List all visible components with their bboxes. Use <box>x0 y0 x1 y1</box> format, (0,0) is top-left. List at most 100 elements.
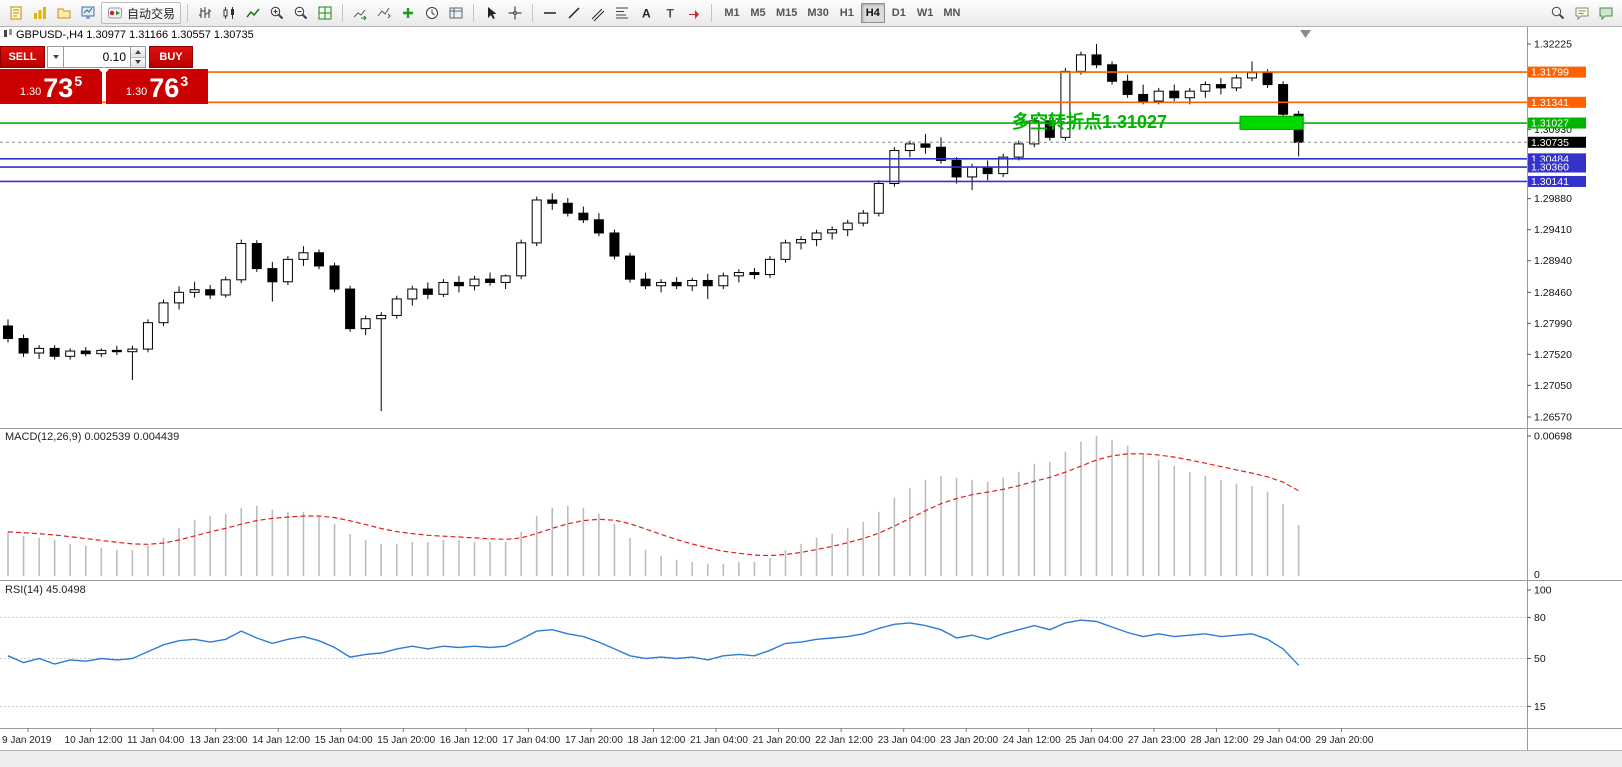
profiles-button[interactable] <box>53 2 75 24</box>
candle <box>314 249 324 270</box>
candle <box>407 285 418 306</box>
timeframe-button-h4[interactable]: H4 <box>860 3 885 23</box>
search-button[interactable] <box>1547 2 1569 24</box>
lot-decrease-button[interactable] <box>131 57 145 67</box>
timeframe-button-d1[interactable]: D1 <box>887 3 911 23</box>
crosshair-button[interactable] <box>504 2 526 24</box>
price-axis-tick: 1.29880 <box>1534 193 1572 205</box>
time-axis-label: 21 Jan 20:00 <box>753 735 811 746</box>
candle <box>687 277 698 292</box>
price-level-badge: 1.31027 <box>1528 117 1586 130</box>
text-button[interactable]: A <box>635 2 657 24</box>
line-chart-icon <box>246 8 260 18</box>
text-label-icon: T <box>667 7 675 21</box>
timeframe-button-m30[interactable]: M30 <box>803 3 832 23</box>
tile-windows-button[interactable] <box>314 2 336 24</box>
buy-button[interactable]: BUY <box>149 46 193 68</box>
candle <box>733 269 744 283</box>
ohlc-bars-button[interactable] <box>194 2 216 24</box>
candle <box>827 226 838 240</box>
arrows-button[interactable] <box>683 2 705 24</box>
market-watch-button[interactable] <box>77 2 99 24</box>
lot-dropdown-button[interactable] <box>47 46 64 68</box>
price-axis-tick: 1.29410 <box>1534 224 1572 236</box>
candle <box>531 196 542 247</box>
text-icon: A <box>642 7 651 21</box>
buy-price-pip: 3 <box>180 73 189 89</box>
candlestick-chart-button[interactable] <box>218 2 240 24</box>
toolbar-right-group <box>1546 2 1618 24</box>
candle <box>485 272 496 286</box>
svg-text:1.31799: 1.31799 <box>1531 67 1569 79</box>
candle <box>1169 84 1180 102</box>
candle <box>18 334 29 357</box>
time-axis-label: 18 Jan 12:00 <box>628 735 686 746</box>
templates-button[interactable] <box>445 2 467 24</box>
price-axis-tick: 1.27990 <box>1534 318 1572 330</box>
new-order-icon <box>10 6 22 20</box>
charts-button[interactable] <box>29 2 51 24</box>
community-button[interactable] <box>1571 2 1593 24</box>
equidistant-channel-icon <box>591 8 605 21</box>
candle <box>609 229 620 260</box>
candle <box>80 347 91 357</box>
candle <box>1075 51 1086 75</box>
fibonacci-button[interactable] <box>611 2 633 24</box>
candle <box>1122 74 1133 98</box>
candle <box>3 319 13 343</box>
indicators-button[interactable] <box>397 2 419 24</box>
price-level-badge: 1.30360 <box>1528 161 1586 174</box>
lot-increase-button[interactable] <box>131 47 145 58</box>
time-axis[interactable]: 9 Jan 2019 10 Jan 12:00 11 Jan 04:00 13 Jan… <box>2 728 1374 746</box>
timeframe-group: M1 M5 M15 M30 H1 H4 D1 W1 MN <box>719 3 965 23</box>
trade-panel-prices: 1.30 73 5 1.30 76 3 <box>0 69 208 104</box>
candle <box>96 348 107 357</box>
horizontal-line-button[interactable] <box>539 2 561 24</box>
chart-title: GBPUSD-,H4 1.30977 1.31166 1.30557 1.307… <box>16 29 254 41</box>
new-order-button[interactable] <box>5 2 27 24</box>
scroll-to-end-icon[interactable] <box>1300 30 1311 38</box>
cursor-button[interactable] <box>480 2 502 24</box>
text-label-button[interactable]: T <box>659 2 681 24</box>
candle <box>516 239 527 280</box>
periods-button[interactable] <box>421 2 443 24</box>
sell-price-display[interactable]: 1.30 73 5 <box>0 69 102 104</box>
svg-text:1.30735: 1.30735 <box>1531 137 1569 149</box>
channel-button[interactable] <box>587 2 609 24</box>
rsi-axis-tick: 50 <box>1534 653 1546 665</box>
timeframe-button-h1[interactable]: H1 <box>835 3 859 23</box>
highlight-zone[interactable] <box>1239 115 1304 130</box>
trendline-button[interactable] <box>563 2 585 24</box>
toolbar-separator <box>187 4 189 22</box>
timeframe-button-m1[interactable]: M1 <box>720 3 744 23</box>
lot-size-input[interactable] <box>64 46 131 68</box>
chart-canvas[interactable]: 多空转折点1.31027 GBPUSD-,H4 1.30977 1.31166 1… <box>0 27 1622 767</box>
auto-trading-button[interactable]: 自动交易 <box>101 2 182 24</box>
price-axis-tick: 1.27050 <box>1534 380 1572 392</box>
timeframe-button-mn[interactable]: MN <box>939 3 964 23</box>
toolbar-separator <box>342 4 344 22</box>
candle <box>500 274 511 290</box>
line-chart-button[interactable] <box>242 2 264 24</box>
zoom-in-icon <box>270 6 284 20</box>
zoom-in-button[interactable] <box>266 2 288 24</box>
time-axis-label: 15 Jan 04:00 <box>315 735 373 746</box>
timeframe-button-m5[interactable]: M5 <box>746 3 770 23</box>
timeframe-button-w1[interactable]: W1 <box>913 3 938 23</box>
candle <box>796 236 807 250</box>
toolbar: 自动交易 A T M1 M5 M15 M30 H1 H4 D1 W1 MN <box>0 0 1622 27</box>
macd-label: MACD(12,26,9) 0.002539 0.004439 <box>5 431 179 443</box>
buy-price-display[interactable]: 1.30 76 3 <box>106 69 208 104</box>
macd-histogram <box>7 435 1300 576</box>
chat-button[interactable] <box>1595 2 1617 24</box>
chart-annotation-text[interactable]: 多空转折点1.31027 <box>1012 111 1167 132</box>
market-watch-icon <box>81 6 95 19</box>
chart-shift-button[interactable] <box>373 2 395 24</box>
timeframe-button-m15[interactable]: M15 <box>772 3 801 23</box>
auto-scroll-button[interactable] <box>349 2 371 24</box>
cursor-icon <box>488 7 497 19</box>
status-strip <box>0 750 1622 767</box>
sell-button[interactable]: SELL <box>0 46 45 68</box>
zoom-out-button[interactable] <box>290 2 312 24</box>
candlestick-chart-icon <box>223 7 235 19</box>
